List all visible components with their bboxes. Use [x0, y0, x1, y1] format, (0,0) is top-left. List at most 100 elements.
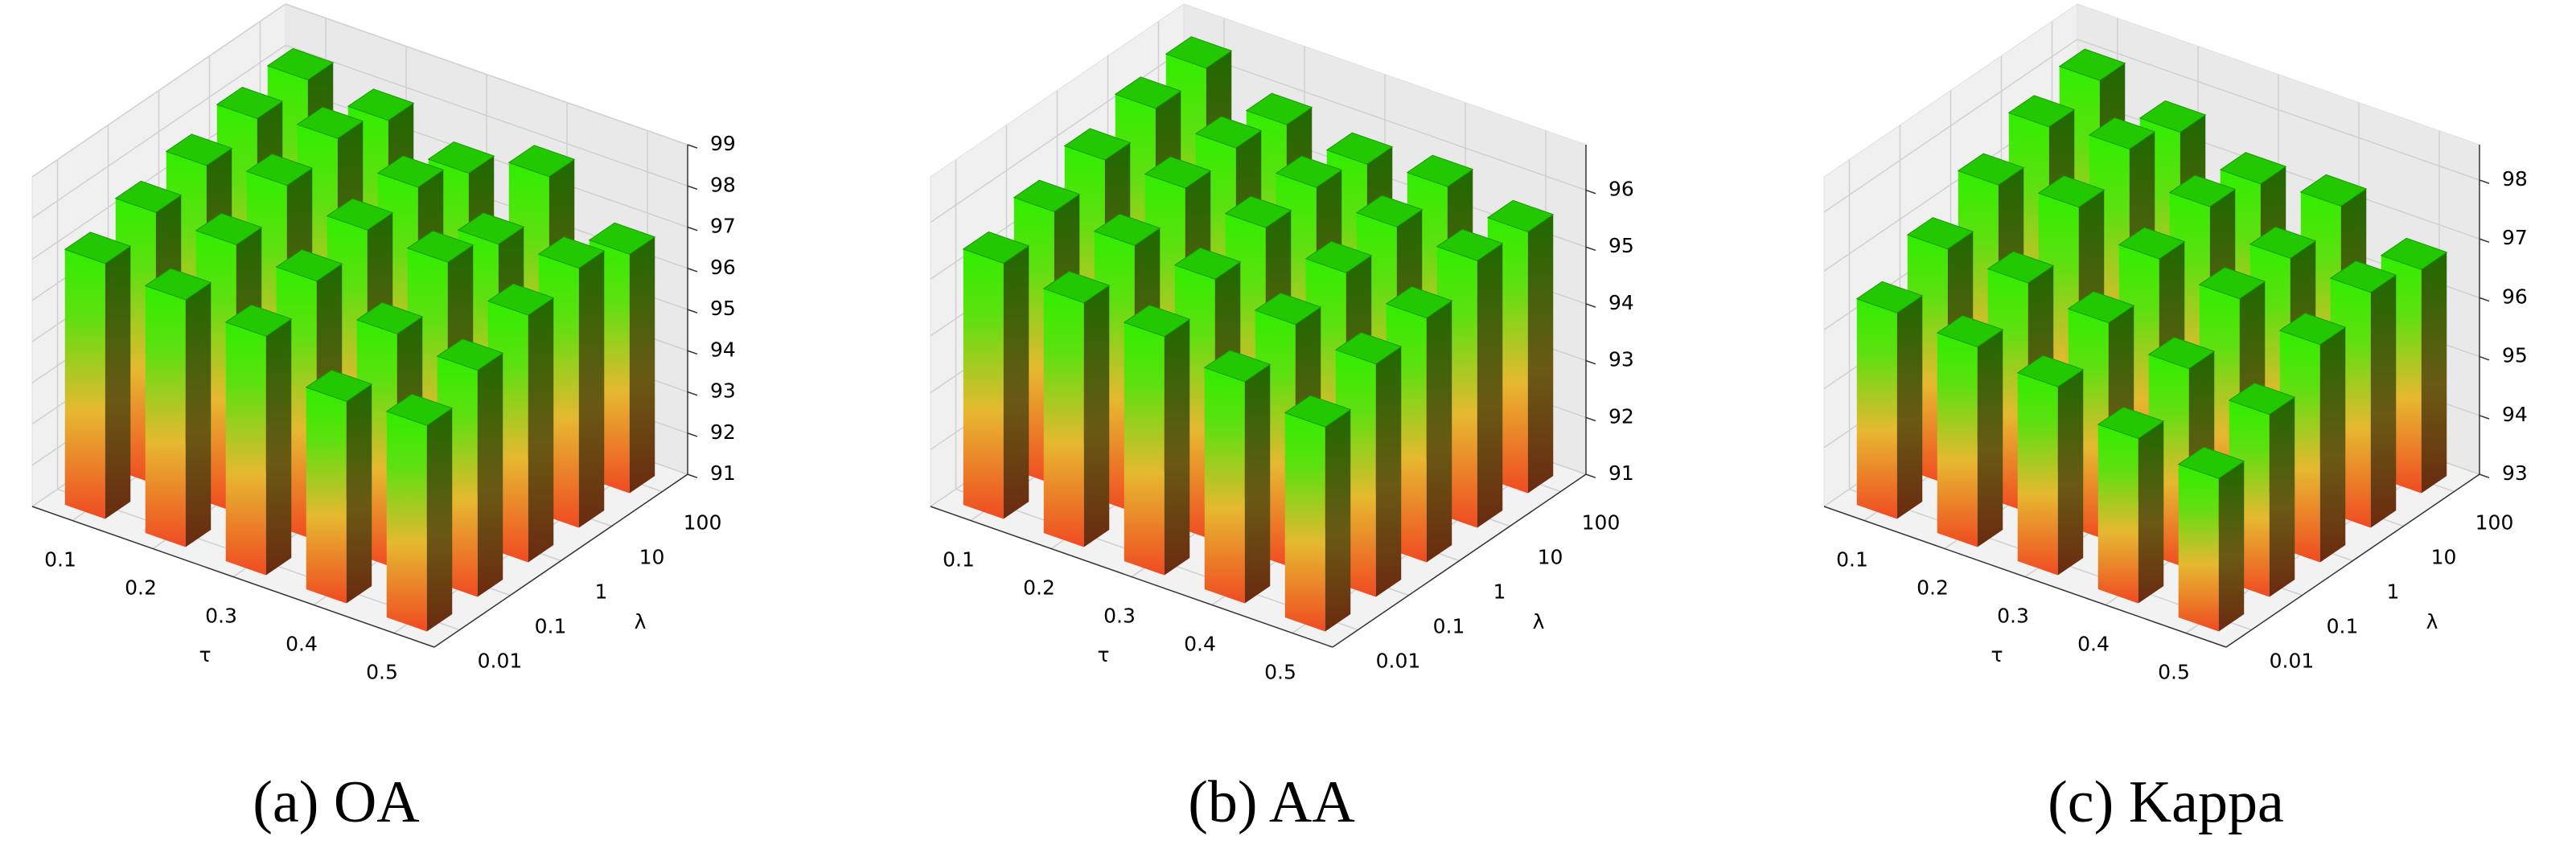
x-axis-label: τ: [1097, 643, 1109, 666]
bar-side: [1856, 298, 1897, 519]
bar-top: [1334, 332, 1403, 365]
bar-top: [326, 198, 394, 231]
z-tick-label: 91: [710, 461, 736, 485]
z-tick-label: 93: [1608, 348, 1634, 371]
bar-top: [2037, 175, 2106, 208]
bar-side: [578, 251, 605, 528]
bar-side: [105, 246, 131, 519]
bar-side: [2421, 252, 2447, 494]
y-tick-label: 10: [639, 546, 665, 569]
x-tick-label: 0.1: [1836, 548, 1868, 572]
bar-top: [962, 231, 1030, 264]
z-tick: [1585, 359, 1596, 365]
grid-line: [31, 3, 286, 178]
bar-top: [1325, 132, 1394, 165]
x-tick-label: 0.5: [1264, 661, 1296, 684]
bar-side: [265, 318, 292, 576]
bar-top: [2118, 227, 2186, 260]
x-tick-label: 0.2: [125, 576, 157, 600]
bar-side: [346, 383, 372, 604]
z-tick: [687, 185, 698, 191]
bar-top: [64, 232, 132, 264]
bar-top: [2088, 117, 2156, 150]
z-tick-label: 99: [710, 132, 736, 155]
bar: [2228, 382, 2296, 597]
bar-top: [2138, 100, 2207, 133]
y-axis-label: λ: [1533, 610, 1545, 633]
panel: 91 92 93 94 95 96 97 98 99 0.1 0.2 0.3 0.4 0.5 0.01 0.1…: [31, 3, 736, 835]
bar-top: [1275, 155, 1343, 188]
z-tick: [687, 144, 698, 149]
bar-top: [427, 141, 495, 174]
bar-top: [165, 133, 233, 166]
bar-top: [216, 86, 284, 120]
x-tick-label: 0.1: [943, 548, 975, 572]
bar-top: [1436, 228, 1504, 261]
z-tick: [1585, 416, 1596, 422]
bar-side: [1043, 289, 1084, 547]
y-tick-label: 1: [595, 580, 608, 604]
bar-side: [2097, 424, 2138, 604]
bar: [144, 268, 212, 547]
bar-top: [195, 212, 263, 245]
y-tick-label: 10: [2431, 546, 2457, 569]
y-axis: [1332, 473, 1587, 648]
bar-top: [1224, 195, 1292, 228]
bar-top: [457, 212, 525, 245]
y-axis-label: λ: [635, 610, 647, 633]
bar-top: [305, 369, 373, 402]
x-tick-label: 0.3: [1103, 605, 1136, 628]
bar-top: [2016, 355, 2085, 387]
bar-side: [1896, 295, 1923, 519]
bar-top: [1304, 240, 1373, 273]
bar: [962, 231, 1030, 519]
bar-top: [2067, 291, 2135, 324]
x-tick-label: 0.4: [2077, 633, 2110, 656]
z-tick: [2479, 179, 2490, 184]
bar-side: [145, 285, 186, 547]
z-tick: [1585, 473, 1596, 478]
bar-side: [64, 249, 105, 519]
z-tick-label: 94: [710, 338, 736, 361]
bar-side: [1977, 330, 2003, 547]
y-axis: [433, 473, 688, 648]
bar-top: [275, 249, 343, 282]
bar-side: [1284, 412, 1325, 632]
x-axis: [1823, 506, 2227, 648]
bar-top: [1013, 179, 1081, 212]
bar-top: [588, 222, 656, 255]
bar-top: [2329, 260, 2397, 293]
z-tick-label: 94: [1608, 291, 1634, 314]
bar-top: [1406, 154, 1474, 187]
bar-side: [629, 236, 655, 494]
bar-top: [2058, 48, 2126, 81]
bar-top: [296, 106, 364, 139]
bar: [64, 232, 132, 519]
bar-top: [2249, 226, 2317, 259]
z-tick: [687, 473, 698, 478]
bar: [305, 369, 373, 604]
bar-top: [2228, 382, 2296, 416]
bar-top: [1114, 76, 1182, 109]
grid-line: [285, 44, 688, 187]
z-tick-label: 98: [2502, 167, 2528, 191]
bar-top: [1165, 36, 1233, 69]
panel: 93 94 95 96 97 98 0.1 0.2 0.3 0.4 0.5 0.01 0.1 1 10 100…: [1822, 3, 2528, 835]
bar-top: [1284, 395, 1352, 428]
z-tick-label: 95: [1608, 234, 1634, 257]
z-tick-label: 92: [1608, 404, 1634, 428]
z-tick: [1585, 189, 1596, 195]
panel: 91 92 93 94 95 96 0.1 0.2 0.3 0.4 0.5 0.01 0.1 1 10 100…: [929, 3, 1634, 835]
bar: [1203, 350, 1272, 604]
z-tick-label: 93: [710, 379, 736, 403]
bar-top: [2278, 313, 2347, 346]
bar-top: [2168, 174, 2237, 207]
caption: (b) AA: [1188, 769, 1355, 835]
bar: [224, 304, 293, 576]
z-tick: [687, 391, 698, 396]
y-tick-label: 100: [1582, 511, 1621, 535]
bar-top: [1355, 195, 1424, 228]
z-tick: [687, 268, 698, 273]
x-tick-label: 0.3: [1997, 605, 2029, 628]
bar-side: [306, 387, 347, 604]
